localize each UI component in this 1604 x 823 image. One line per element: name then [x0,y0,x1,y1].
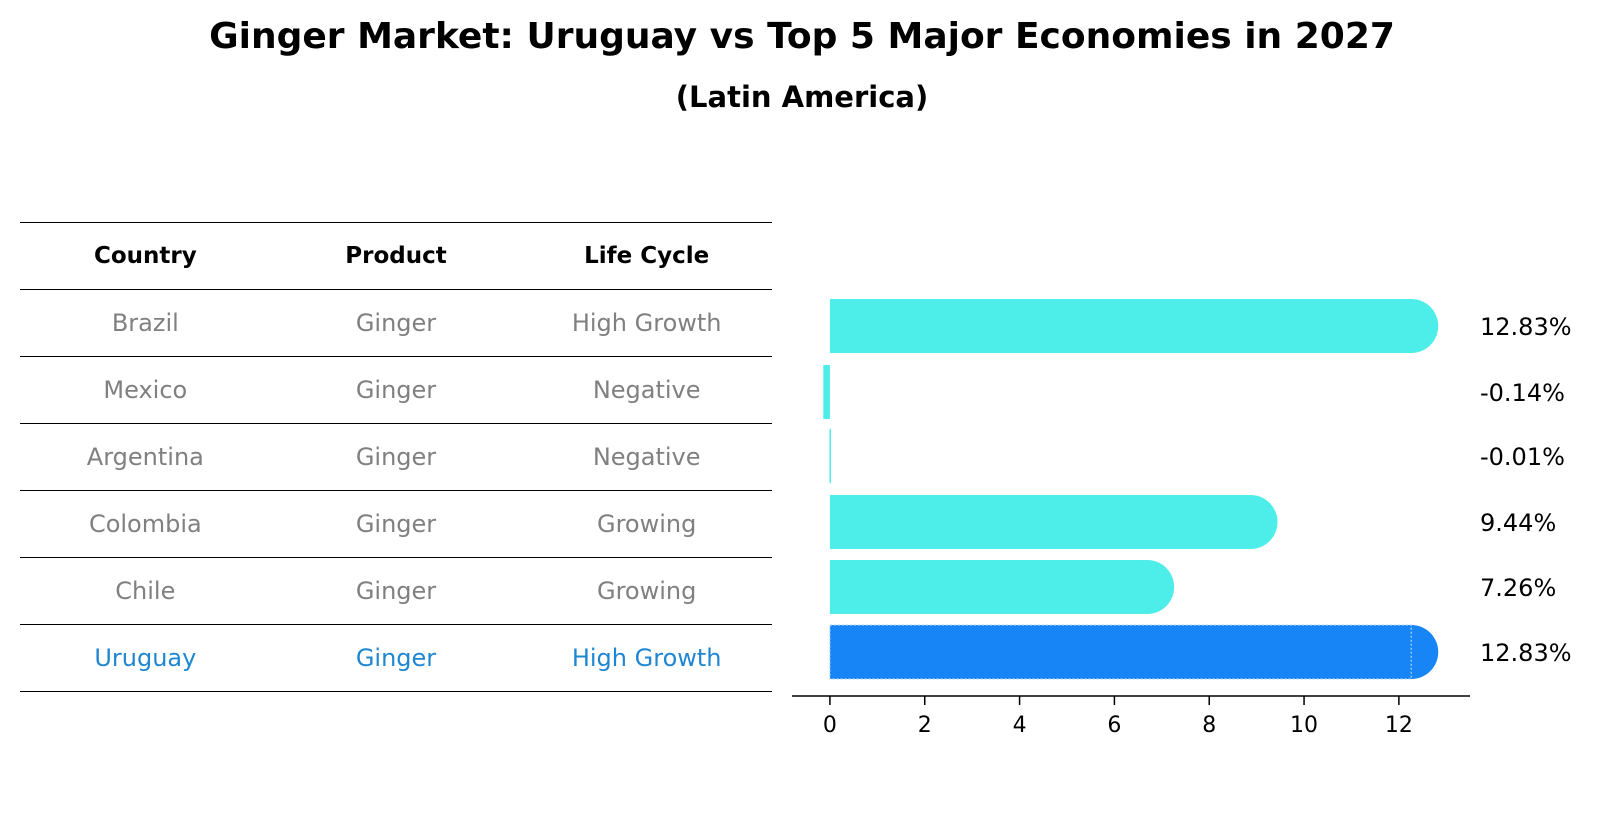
cell-product: Ginger [355,376,437,404]
cell-life-cycle: Growing [596,577,697,605]
table-row: Argentina Ginger Negative [20,424,772,491]
bar-chile [829,560,1175,614]
country-table: Country Product Life Cycle Brazil Ginger… [20,222,772,692]
cell-life-cycle: High Growth [571,309,722,337]
value-label: 12.83% [1480,639,1572,667]
x-tick-label: 4 [1013,713,1027,738]
header-life-cycle: Life Cycle [584,243,710,269]
table-row: Colombia Ginger Growing [20,491,772,558]
cell-product: Ginger [355,443,437,471]
cell-life-cycle: High Growth [571,644,722,672]
cell-product: Ginger [355,510,437,538]
x-tick-label: 0 [823,713,837,738]
value-label: -0.14% [1480,379,1565,407]
cell-country: Colombia [88,510,202,538]
cell-country: Brazil [111,309,179,337]
cell-country: Mexico [103,376,188,404]
chart-title: Ginger Market: Uruguay vs Top 5 Major Ec… [209,16,1395,57]
cell-product: Ginger [355,309,437,337]
cell-life-cycle: Negative [592,443,701,471]
header-country: Country [93,243,197,269]
x-tick-label: 6 [1107,713,1121,738]
value-label: 12.83% [1480,313,1572,341]
value-label: -0.01% [1480,443,1565,471]
bar-mexico [823,365,830,419]
table-row-highlighted: Uruguay Ginger High Growth [20,625,772,692]
table-header-row: Country Product Life Cycle [20,222,772,290]
x-tick-label: 8 [1202,713,1216,738]
x-tick-label: 12 [1385,713,1413,738]
bar-highlight-outline [829,624,1412,680]
cell-product: Ginger [355,644,437,672]
cell-country: Argentina [86,443,204,471]
x-tick-label: 10 [1290,713,1318,738]
table-row: Mexico Ginger Negative [20,357,772,424]
chart-subtitle: (Latin America) [675,80,929,114]
value-label: 9.44% [1480,509,1556,537]
table-row: Brazil Ginger High Growth [20,290,772,357]
cell-country: Chile [115,577,176,605]
bar-argentina [829,429,831,483]
x-tick-label: 2 [918,713,932,738]
header-product: Product [345,243,447,269]
cell-product: Ginger [355,577,437,605]
bar-colombia [829,495,1278,549]
cell-country: Uruguay [94,644,197,672]
bar-uruguay [829,625,1439,679]
bar-brazil [829,299,1439,353]
cell-life-cycle: Growing [596,510,697,538]
table-row: Chile Ginger Growing [20,558,772,625]
cell-life-cycle: Negative [592,376,701,404]
value-label: 7.26% [1480,574,1556,602]
